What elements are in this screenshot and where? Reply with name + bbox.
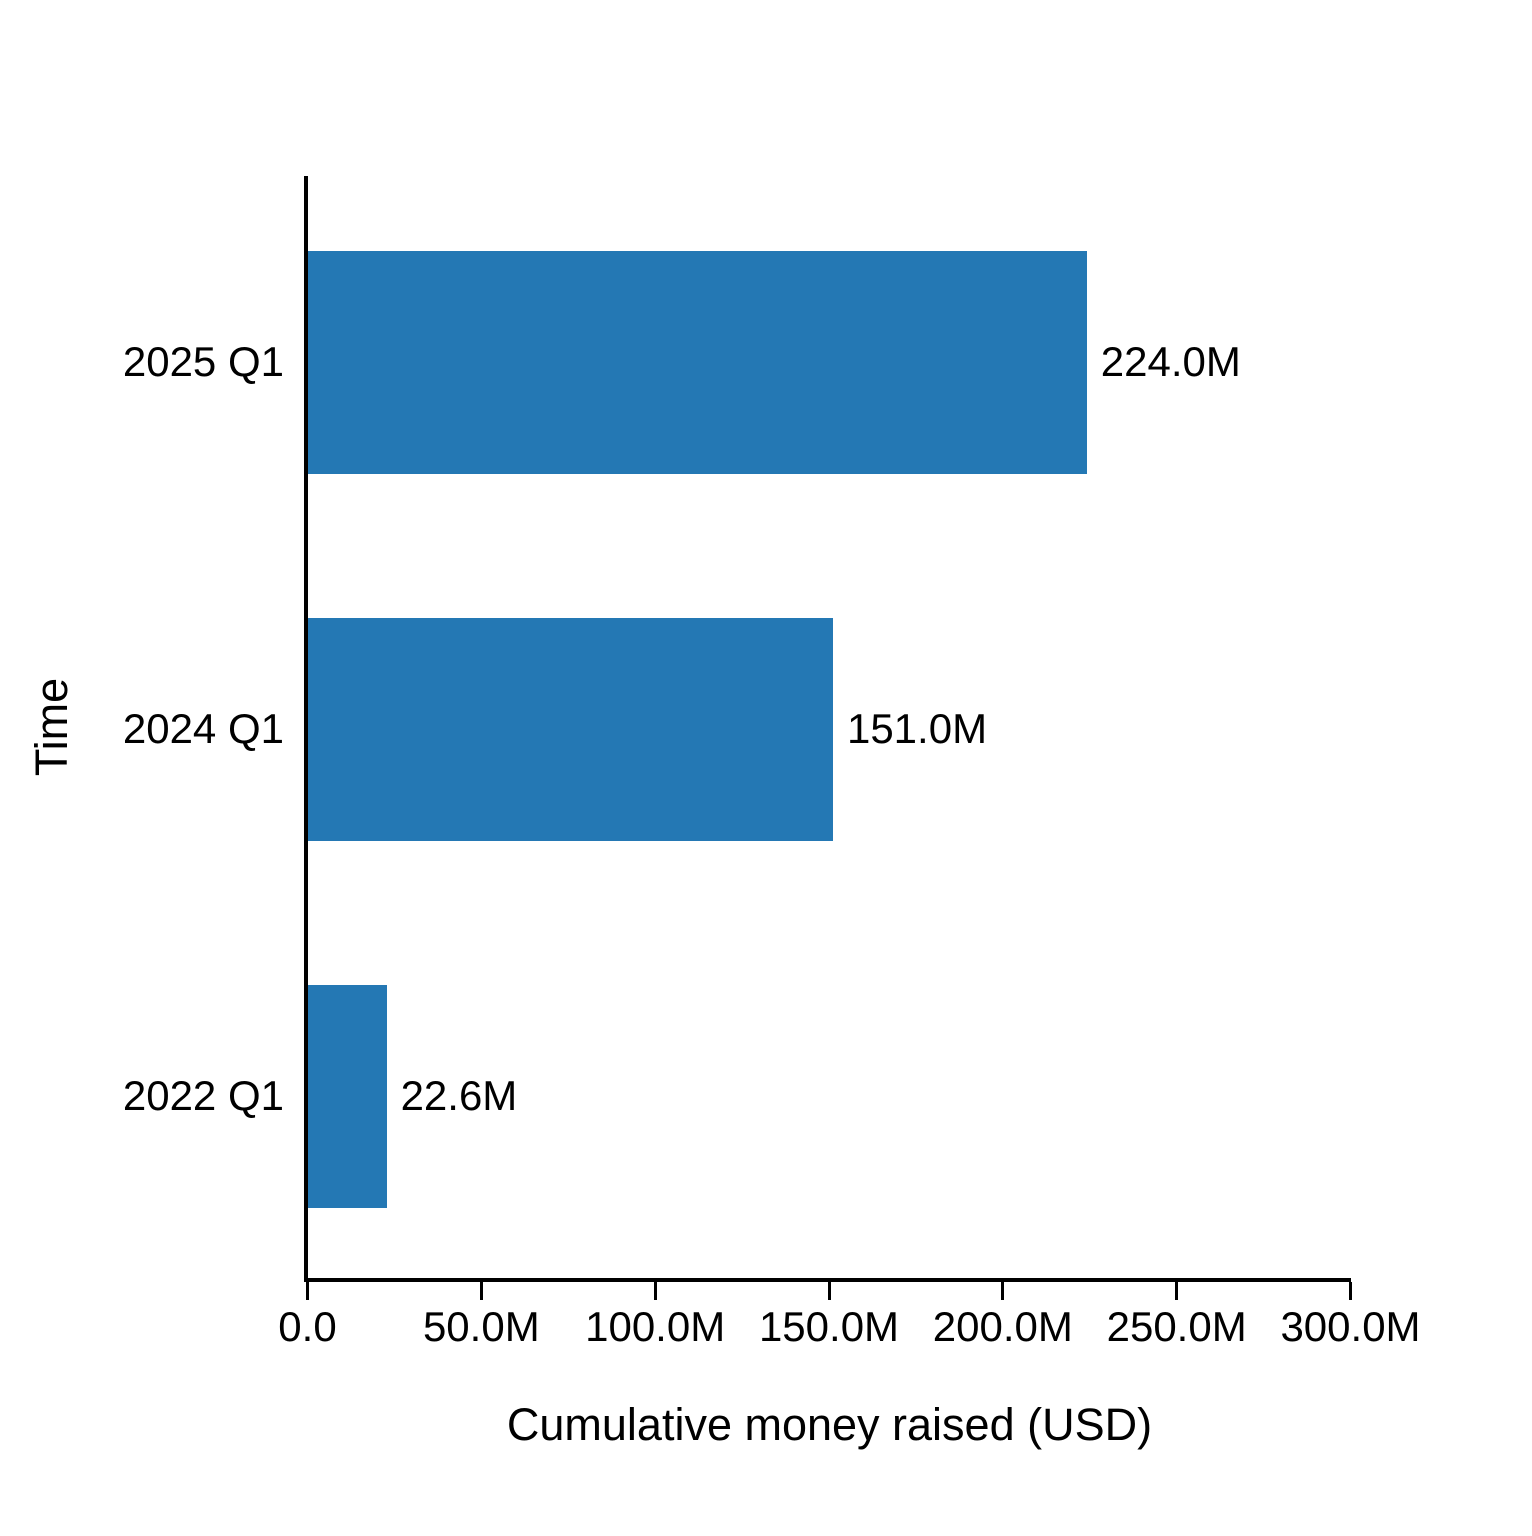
x-axis-title: Cumulative money raised (USD) xyxy=(506,1399,1153,1450)
bar-value-label: 151.0M xyxy=(846,705,988,752)
x-tick-label: 250.0M xyxy=(1106,1303,1247,1350)
x-tick-label: 50.0M xyxy=(422,1303,540,1350)
x-tick-mark xyxy=(479,1282,483,1300)
x-tick-mark xyxy=(1001,1282,1005,1300)
x-tick-label: 100.0M xyxy=(585,1303,726,1350)
y-tick-label: 2022 Q1 xyxy=(122,1072,284,1119)
x-tick-mark xyxy=(306,1282,309,1300)
x-tick-mark xyxy=(653,1282,657,1300)
x-axis-line xyxy=(304,1278,1351,1282)
x-tick-label: 200.0M xyxy=(932,1303,1073,1350)
x-tick-label: 300.0M xyxy=(1280,1303,1421,1350)
bar xyxy=(308,250,1087,474)
bar xyxy=(308,984,387,1208)
y-axis-line xyxy=(304,176,308,1282)
x-tick-label: 0.0 xyxy=(278,1303,337,1350)
x-tick-mark xyxy=(827,1282,831,1300)
bar-value-label: 22.6M xyxy=(400,1072,518,1119)
x-tick-mark xyxy=(1175,1282,1179,1300)
y-tick-label: 2024 Q1 xyxy=(122,705,284,752)
y-tick-label: 2025 Q1 xyxy=(122,338,284,385)
bar-value-label: 224.0M xyxy=(1100,338,1241,385)
x-tick-label: 150.0M xyxy=(758,1303,900,1350)
x-tick-mark xyxy=(1349,1282,1352,1300)
bar xyxy=(308,617,833,841)
